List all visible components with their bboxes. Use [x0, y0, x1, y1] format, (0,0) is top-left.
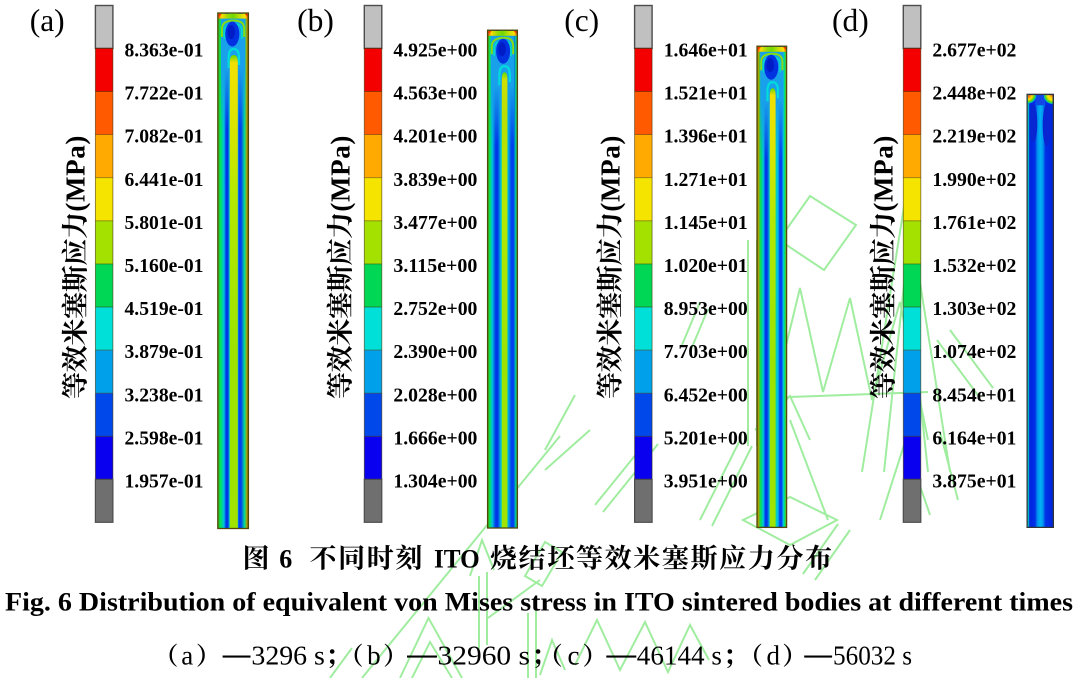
svg-text:1.761e+02: 1.761e+02 [932, 212, 1016, 234]
svg-text:3.875e+01: 3.875e+01 [932, 471, 1016, 493]
svg-text:7.082e-01: 7.082e-01 [125, 126, 204, 148]
svg-text:8.363e-01: 8.363e-01 [125, 40, 204, 62]
svg-text:5.160e-01: 5.160e-01 [125, 255, 204, 277]
svg-text:(MPa): (MPa) [869, 136, 899, 212]
svg-text:2.752e+00: 2.752e+00 [393, 298, 477, 320]
svg-text:7.703e+00: 7.703e+00 [664, 341, 748, 363]
svg-text:(d): (d) [832, 3, 869, 38]
svg-text:ITO: ITO [434, 545, 480, 574]
svg-text:6.441e-01: 6.441e-01 [125, 169, 204, 191]
svg-text:1.304e+00: 1.304e+00 [393, 471, 477, 493]
svg-text:1.020e+01: 1.020e+01 [664, 255, 748, 277]
svg-text:1.957e-01: 1.957e-01 [125, 471, 204, 493]
svg-text:2.598e-01: 2.598e-01 [125, 427, 204, 449]
svg-text:8.454e+01: 8.454e+01 [932, 384, 1016, 406]
svg-text:4.925e+00: 4.925e+00 [393, 40, 477, 62]
svg-text:6: 6 [279, 545, 292, 574]
svg-text:(MPa): (MPa) [61, 136, 91, 212]
svg-text:1.271e+01: 1.271e+01 [664, 169, 748, 191]
svg-text:4.563e+00: 4.563e+00 [393, 83, 477, 105]
svg-text:2.390e+00: 2.390e+00 [393, 341, 477, 363]
svg-text:b: b [367, 641, 381, 671]
svg-text:32960 s: 32960 s [438, 641, 531, 671]
svg-text:1.303e+02: 1.303e+02 [932, 298, 1016, 320]
svg-text:3.115e+00: 3.115e+00 [393, 255, 477, 277]
svg-text:2.448e+02: 2.448e+02 [932, 83, 1016, 105]
svg-text:c: c [568, 641, 580, 671]
svg-text:5.201e+00: 5.201e+00 [664, 427, 748, 449]
svg-text:2.677e+02: 2.677e+02 [932, 40, 1016, 62]
svg-text:3.477e+00: 3.477e+00 [393, 212, 477, 234]
svg-text:4.519e-01: 4.519e-01 [125, 298, 204, 320]
svg-text:56032 s: 56032 s [833, 641, 912, 671]
svg-text:(MPa): (MPa) [326, 136, 356, 212]
svg-text:1.532e+02: 1.532e+02 [932, 255, 1016, 277]
svg-text:1.074e+02: 1.074e+02 [932, 341, 1016, 363]
svg-text:3.238e-01: 3.238e-01 [125, 384, 204, 406]
svg-text:6.164e+01: 6.164e+01 [932, 427, 1016, 449]
svg-text:1.990e+02: 1.990e+02 [932, 169, 1016, 191]
svg-text:1.145e+01: 1.145e+01 [664, 212, 748, 234]
svg-text:a: a [181, 641, 193, 671]
svg-text:7.722e-01: 7.722e-01 [125, 83, 204, 105]
svg-text:2.219e+02: 2.219e+02 [932, 126, 1016, 148]
svg-text:6.452e+00: 6.452e+00 [664, 384, 748, 406]
svg-text:(b): (b) [297, 3, 334, 38]
svg-text:46144 s: 46144 s [637, 641, 722, 671]
svg-text:Fig. 6 Distribution of equival: Fig. 6 Distribution of equivalent von Mi… [5, 587, 1073, 617]
svg-text:3.951e+00: 3.951e+00 [664, 471, 748, 493]
svg-text:3296 s: 3296 s [251, 641, 325, 671]
svg-text:1.521e+01: 1.521e+01 [664, 83, 748, 105]
svg-text:(a): (a) [30, 3, 65, 38]
svg-text:4.201e+00: 4.201e+00 [393, 126, 477, 148]
svg-text:3.879e-01: 3.879e-01 [125, 341, 204, 363]
svg-text:d: d [767, 641, 781, 671]
svg-text:2.028e+00: 2.028e+00 [393, 384, 477, 406]
svg-text:1.646e+01: 1.646e+01 [664, 40, 748, 62]
svg-text:3.839e+00: 3.839e+00 [393, 169, 477, 191]
svg-text:1.396e+01: 1.396e+01 [664, 126, 748, 148]
svg-text:1.666e+00: 1.666e+00 [393, 427, 477, 449]
svg-text:(c): (c) [564, 3, 599, 38]
svg-text:8.953e+00: 8.953e+00 [664, 298, 748, 320]
svg-text:(MPa): (MPa) [595, 136, 625, 212]
svg-text:5.801e-01: 5.801e-01 [125, 212, 204, 234]
